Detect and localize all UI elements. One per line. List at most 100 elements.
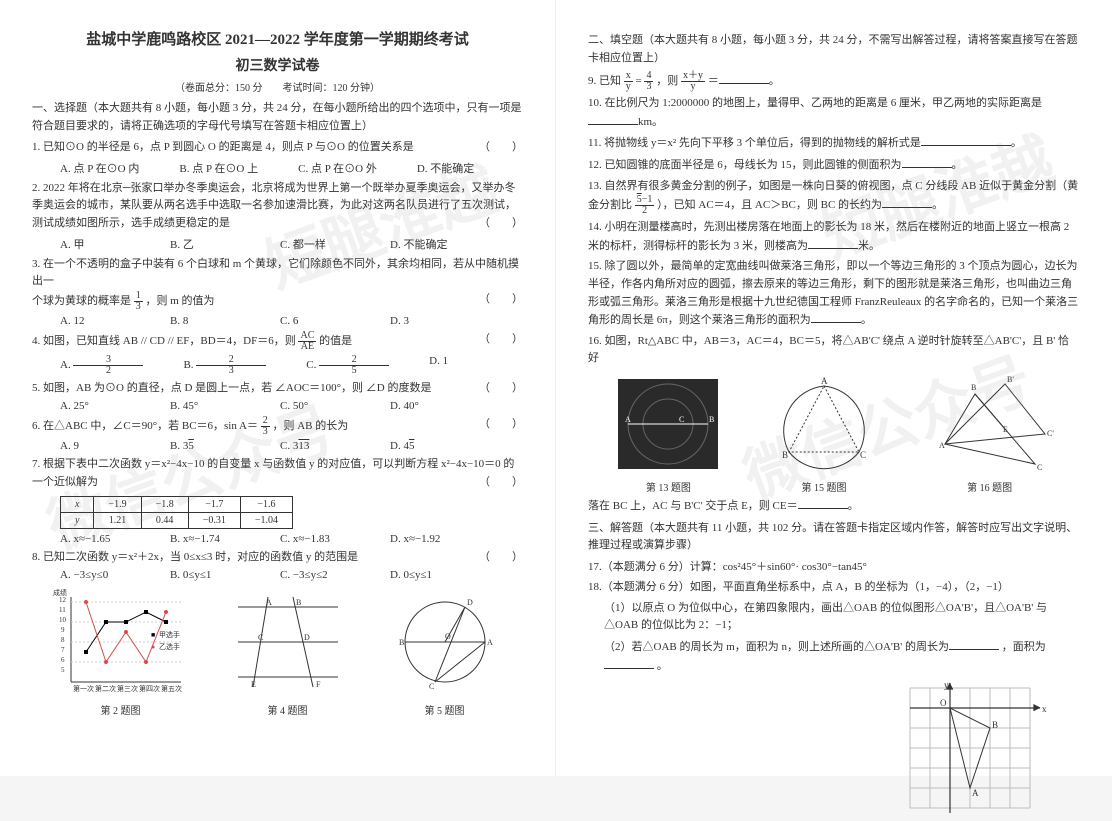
- svg-text:12: 12: [59, 596, 67, 604]
- q4-C: C. 25: [306, 355, 389, 376]
- q3: 3. 在一个不透明的盒子中装有 6 个白球和 m 个黄球，它们除颜色不同外，其余…: [32, 256, 523, 312]
- q1-opts: A. 点 P 在⊙O 内 B. 点 P 在⊙O 上 C. 点 P 在⊙O 外 D…: [32, 160, 523, 176]
- q2-opts: A. 甲 B. 乙 C. 都一样 D. 不能确定: [32, 236, 523, 252]
- q6-B: B. 35: [170, 440, 240, 452]
- svg-text:D: D: [467, 598, 473, 607]
- diagram-q4: AB CD EF: [228, 587, 348, 697]
- q1-stem: 1. 已知⊙O 的半径是 6，点 P 到圆心 O 的距离是 4，则点 P 与⊙O…: [32, 141, 414, 153]
- q6-stem-a: 6. 在△ABC 中，∠C＝90°，若 BC＝6，sin A＝: [32, 420, 258, 432]
- fig-q2: 成绩 121110 987 65: [51, 587, 191, 717]
- q4: 4. 如图，已知直线 AB // CD // EF，BD＝4，DF＝6，则 AC…: [32, 331, 523, 352]
- svg-text:B: B: [992, 720, 998, 730]
- fig-q15: ACB 第 15 题图: [774, 374, 874, 494]
- q9-c: ＝: [708, 75, 719, 87]
- svg-text:C: C: [429, 682, 434, 691]
- svg-text:B': B': [1007, 375, 1014, 384]
- svg-text:6: 6: [61, 656, 65, 664]
- q2-stem: 2. 2022 年将在北京─张家口举办冬季奥运会，北京将成为世界上第一个既举办夏…: [32, 182, 516, 229]
- q7-opts: A. x≈−1.65 B. x≈−1.74 C. x≈−1.83 D. x≈−1…: [32, 533, 523, 545]
- q5-C: C. 50°: [280, 400, 350, 412]
- q6-D: D. 45: [390, 440, 460, 452]
- q5-stem: 5. 如图，AB 为⊙O 的直径，点 D 是圆上一点，若 ∠AOC＝100°，则…: [32, 382, 431, 394]
- q3-opts: A. 12 B. 8 C. 6 D. 3: [32, 315, 523, 327]
- fig-q13: ACB 第 13 题图: [613, 374, 723, 494]
- q8-A: A. −3≤y≤0: [60, 569, 130, 581]
- q2-B: B. 乙: [170, 236, 240, 252]
- q4-B: B. 23: [183, 355, 266, 376]
- q12-end: 。: [952, 159, 963, 171]
- q7-A: A. x≈−1.65: [60, 533, 130, 545]
- q9-end: 。: [769, 75, 780, 87]
- q7-x2: −1.7: [188, 496, 240, 512]
- q6-frac: 23: [261, 416, 270, 437]
- q7-y3: −1.04: [240, 512, 292, 528]
- svg-text:第三次: 第三次: [117, 684, 138, 693]
- svg-text:A: A: [939, 441, 945, 450]
- diagram-q15: ACB: [774, 374, 874, 474]
- svg-text:甲选手: 甲选手: [159, 630, 180, 639]
- q6: 6. 在△ABC 中，∠C＝90°，若 BC＝6，sin A＝ 23 ，则 AB…: [32, 416, 523, 437]
- svg-text:B: B: [399, 638, 404, 647]
- figcap-13: 第 13 题图: [613, 479, 723, 494]
- diagram-q18: OBA xy: [900, 678, 1050, 818]
- q9-a: 9. 已知: [588, 75, 624, 87]
- q8-C: C. −3≤y≤2: [280, 569, 350, 581]
- q18-p2: （2）若△OAB 的周长为 m，面积为 n，则上述所画的△OA'B' 的周长为 …: [588, 638, 1080, 675]
- figures-row-right: ACB 第 13 题图 ACB 第 15 题图: [588, 374, 1080, 494]
- q4-opts: A. 32 B. 23 C. 25 D. 1: [32, 355, 523, 376]
- figcap-15: 第 15 题图: [774, 479, 874, 494]
- q3-C: C. 6: [280, 315, 350, 327]
- q8-D: D. 0≤y≤1: [390, 569, 460, 581]
- q18-p2a: （2）若△OAB 的周长为 m，面积为 n，则上述所画的△OA'B' 的周长为: [604, 641, 949, 653]
- q13-end: 。: [932, 199, 943, 211]
- q3-stem-a: 3. 在一个不透明的盒子中装有 6 个白球和 m 个黄球，它们除颜色不同外，其余…: [32, 258, 519, 288]
- q4-frac: ACAE: [298, 331, 316, 352]
- q6-A: A. 9: [60, 440, 130, 452]
- q15-end: 。: [861, 314, 872, 326]
- q14: 14. 小明在测量楼高时，先测出楼房落在地面上的影长为 18 米，然后在楼附近的…: [588, 219, 1080, 255]
- exam-subtitle: 初三数学试卷: [32, 55, 523, 75]
- q16: 16. 如图，Rt△ABC 中，AB＝3，AC＝4，BC＝5，将△AB'C' 绕…: [588, 333, 1080, 368]
- q17: 17.（本题满分 6 分）计算：cos²45°＋sin60°· cos30°−t…: [588, 559, 1080, 577]
- q3-A: A. 12: [60, 315, 130, 327]
- svg-text:11: 11: [59, 606, 66, 614]
- svg-text:B: B: [971, 383, 976, 392]
- q14-unit: 米。: [858, 240, 880, 252]
- svg-text:A: A: [625, 415, 631, 424]
- q2-D: D. 不能确定: [390, 236, 460, 252]
- q11-stem: 11. 将抛物线 y＝x² 先向下平移 3 个单位后，得到的抛物线的解析式是: [588, 137, 921, 149]
- q7-paren: （ ）: [479, 474, 523, 492]
- q4-D: D. 1: [429, 355, 499, 376]
- q11-end: 。: [1011, 137, 1022, 149]
- q10: 10. 在比例尺为 1:2000000 的地图上，量得甲、乙两地的距离是 6 厘…: [588, 95, 1080, 131]
- exam-sheet: 短腿淮越 微信公众号 盐城中学鹿鸣路校区 2021—2022 学年度第一学期期终…: [0, 0, 1112, 776]
- svg-text:第五次: 第五次: [161, 684, 182, 693]
- svg-text:B: B: [709, 415, 714, 424]
- q7-x3: −1.6: [240, 496, 292, 512]
- q5-opts: A. 25° B. 45° C. 50° D. 40°: [32, 400, 523, 412]
- figcap-16: 第 16 题图: [925, 479, 1055, 494]
- q7-D: D. x≈−1.92: [390, 533, 460, 545]
- q7-y2: −0.31: [188, 512, 240, 528]
- svg-text:第二次: 第二次: [95, 684, 116, 693]
- fig-q18-wrap: OBA xy: [588, 678, 1080, 821]
- q13-a: 13. 自然界有很多黄金分割的例子，如图是一株向日葵的俯视图，点 C 分线段 A…: [588, 180, 1078, 192]
- q12-stem: 12. 已知圆锥的底面半径是 6，母线长为 15，则此圆锥的侧面积为: [588, 159, 902, 171]
- q3-paren: （ ）: [479, 291, 523, 309]
- q8-B: B. 0≤y≤1: [170, 569, 240, 581]
- svg-text:A: A: [487, 638, 493, 647]
- q10-stem: 10. 在比例尺为 1:2000000 的地图上，量得甲、乙两地的距离是 6 厘…: [588, 97, 1042, 109]
- q18-p1: （1）以原点 O 为位似中心，在第四象限内，画出△OAB 的位似图形△OA'B'…: [588, 600, 1080, 635]
- q3-frac: 13: [134, 291, 143, 312]
- q7-x0: −1.9: [94, 496, 141, 512]
- exam-meta: （卷面总分：150 分 考试时间：120 分钟）: [32, 79, 523, 94]
- q5-D: D. 40°: [390, 400, 460, 412]
- figcap-2: 第 2 题图: [51, 702, 191, 717]
- q16-stem2: 落在 BC 上，AC 与 B'C' 交于点 E，则 CE＝: [588, 500, 798, 512]
- svg-text:x: x: [1042, 704, 1047, 714]
- q3-B: B. 8: [170, 315, 240, 327]
- q8-paren: （ ）: [479, 549, 523, 567]
- q9-b: ，则: [656, 75, 681, 87]
- q13: 13. 自然界有很多黄金分割的例子，如图是一株向日葵的俯视图，点 C 分线段 A…: [588, 178, 1080, 217]
- q12: 12. 已知圆锥的底面半径是 6，母线长为 15，则此圆锥的侧面积为 。: [588, 156, 1080, 175]
